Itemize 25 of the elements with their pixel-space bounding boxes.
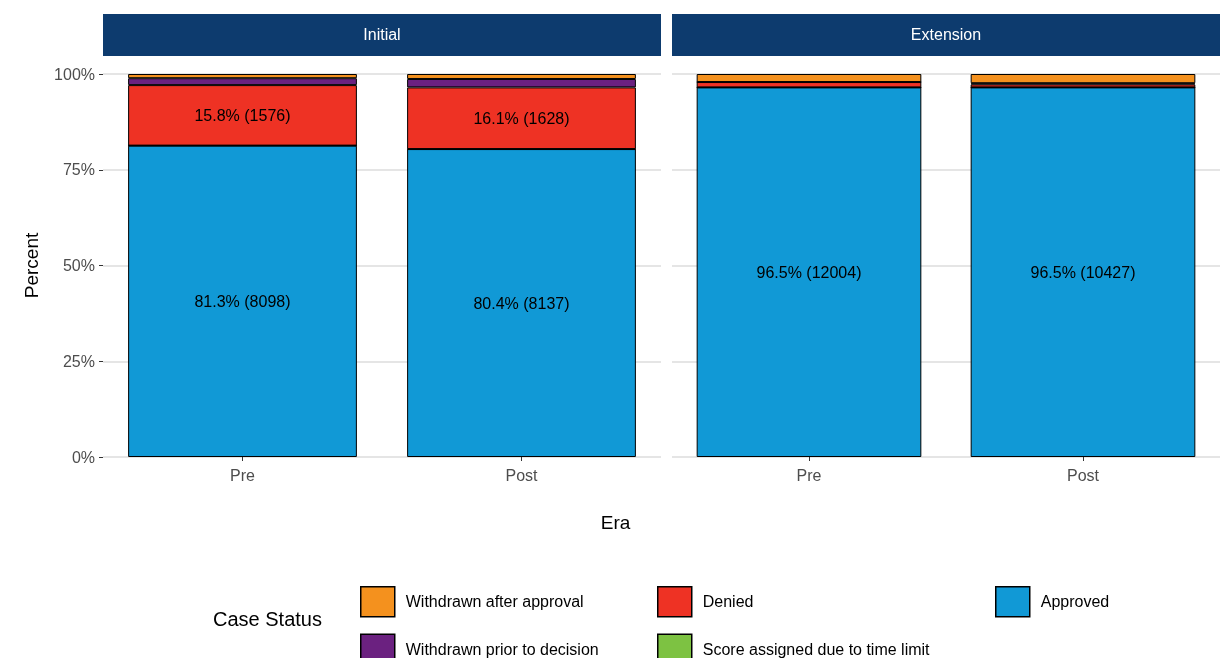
chart-title: Extension: [672, 14, 1220, 56]
legend-label: Score assigned due to time limit: [702, 640, 931, 658]
legend-label: Withdrawn after approval: [405, 593, 584, 611]
legend-title: Case Status: [213, 608, 322, 630]
legend-label: Withdrawn prior to decision: [405, 640, 599, 658]
data-label: 96.5% (12004): [756, 263, 862, 281]
x-tick-label: Pre: [230, 466, 256, 484]
y-tick-label: 25%: [62, 352, 95, 370]
y-tick-label: 0%: [71, 448, 95, 466]
x-tick-label: Post: [1066, 466, 1100, 484]
data-label: 96.5% (10427): [1030, 263, 1136, 281]
x-axis-title: Era: [600, 512, 631, 533]
legend-label: Denied: [702, 593, 754, 611]
chart-title: Initial: [103, 14, 661, 56]
y-tick-label: 100%: [54, 65, 95, 83]
data-label: 16.1% (1628): [473, 109, 570, 127]
data-label: 15.8% (1576): [194, 106, 291, 124]
y-tick-label: 50%: [62, 257, 95, 274]
x-tick-label: Pre: [796, 466, 822, 484]
data-label: 80.4% (8137): [473, 294, 570, 312]
y-axis-title: Percent: [21, 232, 42, 299]
y-tick-label: 75%: [62, 161, 95, 179]
data-label: 81.3% (8098): [194, 292, 291, 310]
legend-label: Approved: [1040, 593, 1110, 611]
x-tick-label: Post: [505, 466, 539, 484]
